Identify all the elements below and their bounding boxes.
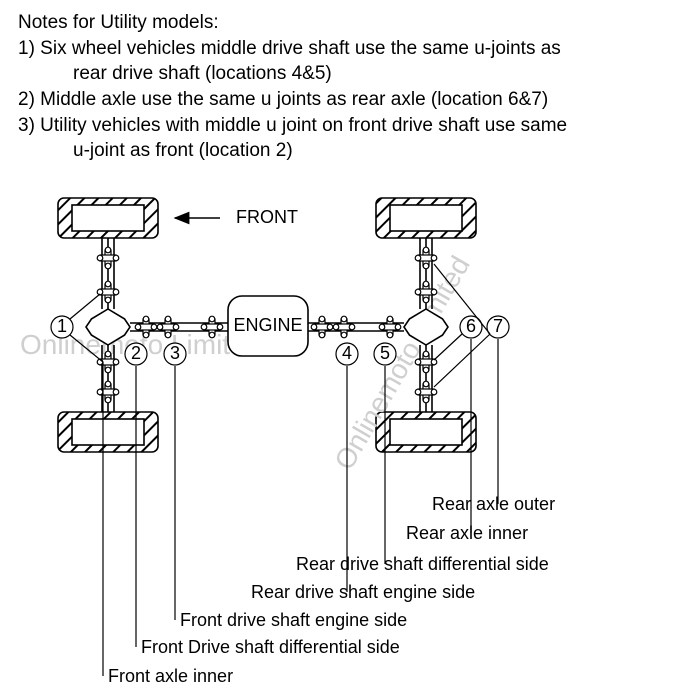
drivetrain-diagram: FRONTOnlinemoto LimitedOnlinemoto Limite…	[0, 182, 700, 700]
svg-text:Front Drive shaft differential: Front Drive shaft differential side	[141, 637, 400, 657]
svg-text:Rear axle outer: Rear axle outer	[432, 494, 555, 514]
note-1a: 1) Six wheel vehicles middle drive shaft…	[18, 36, 682, 62]
svg-text:3: 3	[170, 343, 180, 363]
svg-text:7: 7	[493, 316, 503, 336]
svg-text:2: 2	[131, 343, 141, 363]
svg-text:Rear drive shaft differential: Rear drive shaft differential side	[296, 554, 549, 574]
svg-text:FRONT: FRONT	[236, 207, 298, 227]
notes-title: Notes for Utility models:	[18, 10, 682, 36]
svg-text:Rear axle inner: Rear axle inner	[406, 523, 528, 543]
svg-text:6: 6	[466, 316, 476, 336]
note-2: 2) Middle axle use the same u joints as …	[18, 87, 682, 113]
svg-text:Rear drive shaft engine side: Rear drive shaft engine side	[251, 582, 475, 602]
note-3b: u-joint as front (location 2)	[18, 138, 682, 164]
svg-text:Front drive shaft engine side: Front drive shaft engine side	[180, 610, 407, 630]
svg-text:5: 5	[380, 343, 390, 363]
note-3a: 3) Utility vehicles with middle u joint …	[18, 113, 682, 139]
svg-text:Front axle inner: Front axle inner	[108, 666, 233, 686]
svg-text:4: 4	[342, 343, 352, 363]
notes-block: Notes for Utility models: 1) Six wheel v…	[18, 10, 682, 164]
note-1b: rear drive shaft (locations 4&5)	[18, 61, 682, 87]
svg-text:ENGINE: ENGINE	[233, 315, 302, 335]
svg-text:1: 1	[57, 316, 67, 336]
